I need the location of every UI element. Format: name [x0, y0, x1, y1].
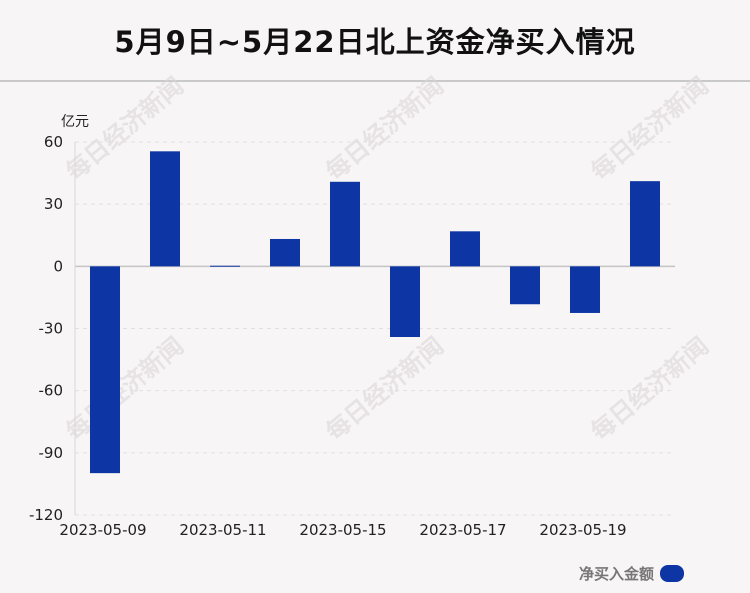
y-tick-labels: 60 30 0 -30 -60 -90 -120 — [29, 133, 63, 524]
bar-2023-05-17 — [450, 231, 480, 267]
watermark-text: 每日经济新闻 — [321, 332, 449, 446]
bar-2023-05-12 — [270, 238, 300, 267]
x-tick-labels: 2023-05-09 2023-05-11 2023-05-15 2023-05-17… — [59, 521, 626, 539]
bar-2023-05-15 — [330, 181, 360, 267]
x-tick-label: 2023-05-17 — [419, 521, 506, 539]
legend: 净买入金额 — [579, 563, 684, 584]
y-tick-label: -90 — [39, 444, 64, 462]
watermark-text: 每日经济新闻 — [61, 332, 189, 446]
bar-2023-05-09 — [90, 266, 120, 474]
legend-label: 净买入金额 — [578, 565, 654, 583]
x-tick-label: 2023-05-15 — [299, 521, 386, 539]
chart-title: 5月9日~5月22日北上资金净买入情况 — [114, 25, 636, 59]
bar-2023-05-19 — [570, 266, 600, 313]
watermark-text: 每日经济新闻 — [321, 72, 449, 186]
y-tick-label: 30 — [44, 195, 63, 213]
watermark-text: 每日经济新闻 — [586, 72, 714, 186]
bar-2023-05-18 — [510, 266, 540, 305]
y-axis-label: 亿元 — [61, 114, 89, 130]
bar-2023-05-22 — [630, 181, 660, 267]
bar-2023-05-10 — [150, 151, 180, 267]
y-tick-label: -60 — [39, 382, 64, 400]
bar-2023-05-11 — [210, 265, 240, 267]
bar-2023-05-16 — [390, 266, 420, 337]
y-tick-label: -30 — [39, 320, 64, 338]
x-tick-label: 2023-05-11 — [179, 521, 266, 539]
y-tick-label: 0 — [53, 257, 63, 275]
y-tick-label: -120 — [29, 506, 63, 524]
x-tick-label: 2023-05-09 — [59, 521, 146, 539]
y-tick-label: 60 — [44, 133, 63, 151]
bars — [90, 151, 660, 474]
legend-swatch — [660, 565, 684, 582]
x-tick-label: 2023-05-19 — [539, 521, 626, 539]
watermark-text: 每日经济新闻 — [586, 332, 714, 446]
title-divider — [0, 80, 750, 82]
